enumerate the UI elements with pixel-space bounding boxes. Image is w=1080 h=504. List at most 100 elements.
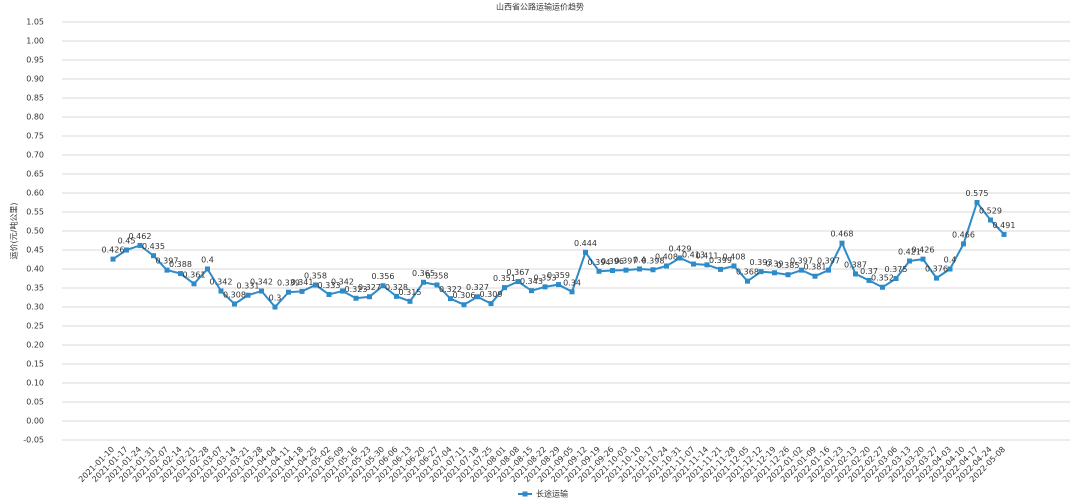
point: [745, 278, 750, 284]
series-line: [112, 200, 1005, 309]
data-label: 0.327: [466, 283, 489, 292]
y-tick-label: 0.15: [26, 360, 44, 369]
point: [677, 255, 683, 261]
data-label: 0.387: [844, 260, 867, 269]
point: [421, 279, 426, 285]
data-label: 0.397: [817, 257, 840, 266]
data-label: 0.359: [547, 271, 570, 280]
point: [650, 267, 656, 273]
y-tick-label: 0.30: [26, 303, 44, 312]
y-tick-label: 0.05: [26, 398, 44, 407]
data-label: 0.34: [563, 278, 581, 287]
y-tick-label: 0.55: [26, 208, 44, 217]
point: [475, 294, 480, 300]
point: [299, 288, 305, 294]
point: [583, 249, 588, 255]
data-label: 0.429: [669, 244, 692, 253]
point: [974, 200, 980, 205]
data-label: 0.356: [372, 272, 395, 281]
y-tick-label: 0.40: [26, 265, 44, 274]
point: [839, 240, 845, 246]
y-tick-label: 0.45: [26, 246, 44, 255]
data-label: 0.351: [493, 274, 516, 283]
data-label: 0.421: [898, 248, 921, 257]
point: [947, 266, 953, 272]
point: [934, 275, 939, 281]
point: [826, 267, 831, 273]
point: [326, 291, 332, 297]
point: [232, 301, 237, 307]
data-label: 0.381: [804, 263, 827, 272]
point: [704, 262, 710, 268]
y-tick-label: 0.65: [26, 170, 44, 179]
point: [461, 302, 467, 308]
point: [164, 267, 170, 273]
point: [515, 279, 521, 285]
data-label: 0.365: [412, 269, 435, 278]
data-label: 0.468: [831, 230, 854, 239]
data-label: 0.342: [250, 278, 273, 287]
data-label: 0.37: [860, 267, 878, 276]
point: [448, 296, 453, 302]
y-tick-label: 0.50: [26, 227, 44, 236]
point: [529, 288, 534, 294]
y-tick-label: 0.25: [26, 322, 44, 331]
point: [853, 271, 858, 277]
data-label: 0.529: [979, 206, 1002, 215]
y-axis-label: 运价(元/吨公里): [9, 203, 19, 260]
point: [691, 261, 696, 267]
data-label: 0.367: [507, 268, 530, 277]
y-tick-label: 0.35: [26, 284, 44, 293]
data-label: 0.39: [766, 259, 784, 268]
data-label: 0.323: [345, 285, 368, 294]
data-label: 0.408: [723, 252, 746, 261]
point: [272, 304, 278, 310]
point: [259, 288, 264, 294]
point: [353, 295, 359, 301]
data-label: 0.361: [183, 270, 206, 279]
point: [434, 282, 440, 288]
point: [880, 284, 885, 290]
y-tick-label: 1.00: [26, 37, 44, 46]
point: [610, 268, 615, 274]
data-label: 0.4: [633, 256, 646, 265]
point: [286, 289, 291, 295]
chart-title: 山西省公路运输运价趋势: [496, 2, 584, 12]
y-tick-label: 0.70: [26, 151, 44, 160]
data-label: 0.342: [210, 278, 233, 287]
data-label: 0.328: [385, 283, 408, 292]
point: [151, 253, 156, 259]
point: [488, 301, 494, 307]
y-tick-label: 0.95: [26, 56, 44, 65]
y-tick-label: 0.85: [26, 94, 44, 103]
data-label: 0.333: [318, 281, 341, 290]
point: [380, 283, 386, 289]
data-label: 0.341: [291, 278, 314, 287]
data-label: 0.426: [912, 246, 935, 255]
point: [110, 256, 116, 262]
data-label: 0.376: [925, 265, 948, 274]
y-tick-label: 0.60: [26, 189, 44, 198]
point: [218, 288, 224, 294]
y-tick-label: 0.00: [26, 417, 44, 426]
point: [178, 271, 183, 277]
point: [812, 273, 818, 279]
data-label: 0.408: [655, 252, 678, 261]
data-label: 0.575: [966, 189, 989, 198]
point: [718, 266, 723, 272]
data-label: 0.331: [237, 282, 260, 291]
y-tick-label: 0.20: [26, 341, 44, 350]
point: [367, 294, 372, 300]
point: [920, 256, 926, 262]
point: [1001, 231, 1007, 237]
data-label: 0.306: [453, 291, 476, 300]
data-label: 0.315: [399, 288, 422, 297]
point: [866, 277, 872, 283]
point: [988, 217, 993, 223]
data-label: 0.491: [993, 221, 1016, 230]
point: [245, 292, 251, 298]
point: [124, 247, 129, 253]
data-label: 0.308: [223, 290, 246, 299]
point: [664, 263, 669, 269]
point: [623, 267, 629, 273]
